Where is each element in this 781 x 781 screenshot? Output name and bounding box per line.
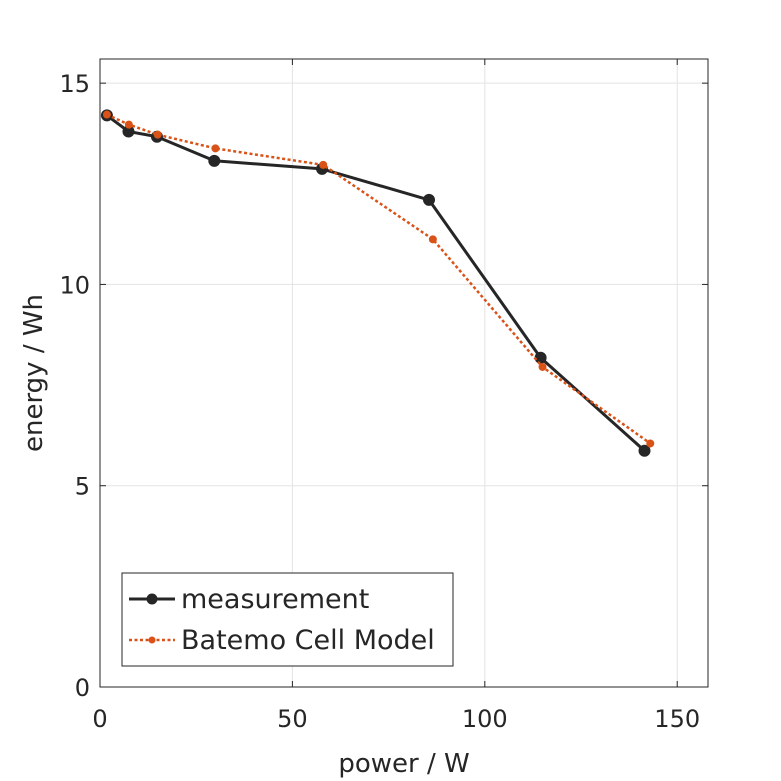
legend-marker [146, 593, 158, 605]
data-point [534, 351, 547, 364]
legend-label: Batemo Cell Model [181, 625, 435, 656]
x-tick-label: 150 [654, 705, 700, 733]
data-point [102, 110, 111, 119]
data-point [423, 193, 436, 206]
series-line [106, 114, 646, 452]
y-tick-label: 15 [59, 70, 90, 98]
series-1 [100, 109, 651, 457]
x-axis-label: power / W [338, 749, 469, 779]
legend-entry: measurement [129, 584, 369, 615]
y-tick-label: 0 [75, 674, 90, 702]
axis-ticks: 0 50 100 150 0 5 10 15 [59, 59, 708, 733]
data-point [428, 235, 437, 244]
data-point [319, 160, 328, 169]
data-point [153, 130, 162, 139]
legend-box [121, 572, 454, 667]
data-point [124, 120, 133, 129]
plot-frame [99, 58, 709, 688]
data-point [646, 439, 655, 448]
y-tick-label: 5 [75, 473, 90, 501]
x-tick-label: 100 [462, 705, 508, 733]
series-2 [102, 110, 655, 448]
series-line [106, 113, 652, 445]
series-layer [100, 109, 655, 457]
legend: measurement Batemo Cell Model [121, 572, 454, 667]
legend-entry: Batemo Cell Model [129, 625, 435, 656]
x-tick-label: 0 [92, 705, 107, 733]
x-tick-label: 50 [277, 705, 308, 733]
data-point [638, 444, 651, 457]
y-axis-label: energy / Wh [19, 294, 49, 452]
legend-label: measurement [181, 584, 369, 615]
legend-marker [148, 636, 156, 644]
data-point [208, 154, 221, 167]
data-point [211, 144, 220, 153]
data-point [538, 362, 547, 371]
y-tick-label: 10 [59, 271, 90, 299]
